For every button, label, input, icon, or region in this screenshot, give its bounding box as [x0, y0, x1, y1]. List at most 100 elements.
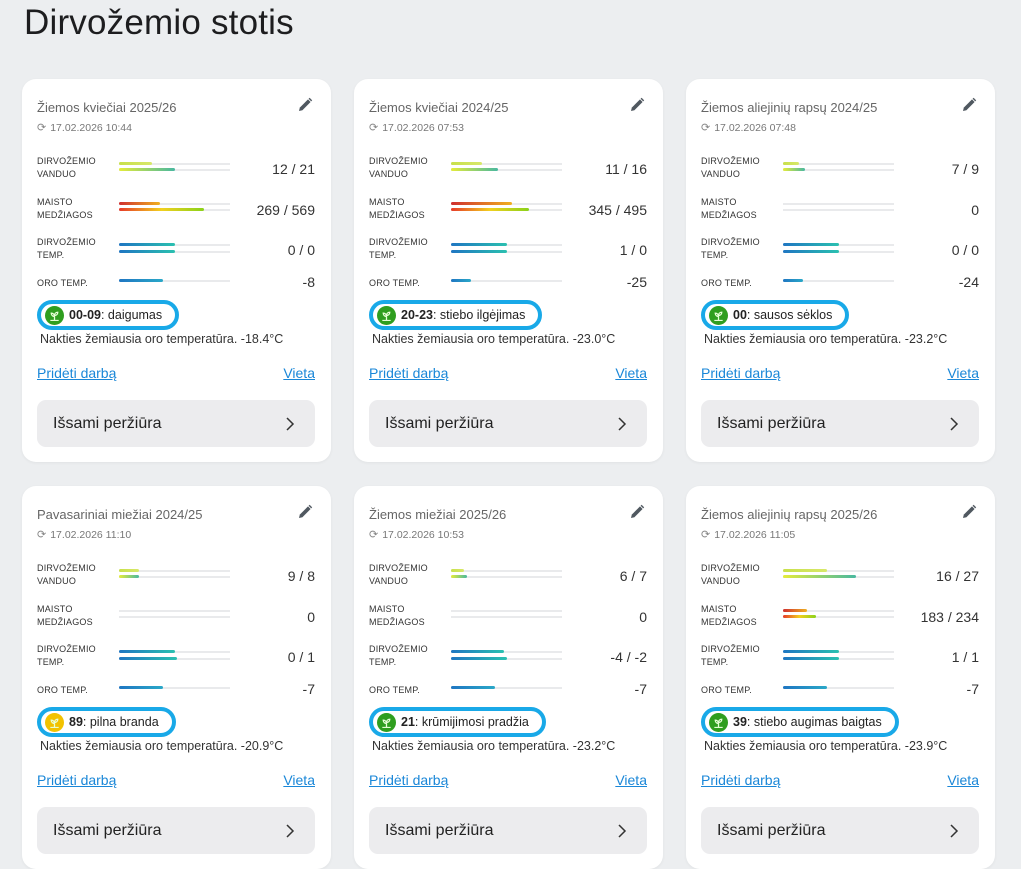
growth-stage-badge[interactable]: 00: sausos sėklos: [701, 300, 850, 330]
pencil-icon[interactable]: [961, 504, 977, 520]
bar-fill: [119, 202, 161, 205]
metric-nutrients: MAISTO MEDŽIAGOS 183 / 234: [701, 603, 979, 631]
station-card: Žiemos miežiai 2025/26 ⟳ 17.02.2026 10:5…: [354, 486, 663, 869]
bar-track: [119, 168, 230, 171]
bar-fill: [119, 243, 175, 246]
details-button-label: Išsami peržiūra: [717, 414, 826, 432]
add-work-link[interactable]: Pridėti darbą: [37, 365, 117, 381]
metric-value: 7 / 9: [951, 161, 979, 177]
bar-track: [451, 279, 562, 282]
pencil-icon[interactable]: [629, 504, 645, 520]
metric-value: 16 / 27: [936, 568, 979, 584]
details-button[interactable]: Išsami peržiūra: [369, 807, 647, 854]
sprout-icon: [45, 712, 64, 732]
metric-value: 0: [307, 609, 315, 625]
bar-track: [451, 250, 562, 253]
chevron-right-icon: [950, 823, 959, 838]
pencil-icon[interactable]: [297, 504, 313, 520]
bar-track: [783, 650, 894, 653]
last-updated: ⟳ 17.02.2026 07:48: [701, 121, 796, 135]
metric-soil-temp: DIRVOŽEMIO TEMP. 0 / 0: [37, 236, 315, 264]
add-work-link[interactable]: Pridėti darbą: [369, 772, 449, 788]
updated-time: 17.02.2026 11:10: [50, 528, 132, 541]
location-link[interactable]: Vieta: [283, 772, 315, 788]
updated-time: 17.02.2026 07:48: [714, 121, 796, 134]
refresh-icon[interactable]: ⟳: [37, 529, 47, 541]
bar-fill: [783, 279, 803, 282]
bar-track: [451, 609, 562, 612]
details-button-label: Išsami peržiūra: [717, 821, 826, 839]
metric-label: MAISTO MEDŽIAGOS: [37, 604, 93, 627]
growth-stage-badge[interactable]: 00-09: daigumas: [37, 300, 180, 330]
bar-track: [119, 686, 230, 689]
metric-value: -7: [302, 681, 315, 697]
metric-nutrients: MAISTO MEDŽIAGOS 345 / 495: [369, 196, 647, 224]
refresh-icon[interactable]: ⟳: [369, 529, 379, 541]
bar-track: [783, 569, 894, 572]
pencil-icon[interactable]: [297, 97, 313, 113]
metric-value: -8: [302, 274, 315, 290]
location-link[interactable]: Vieta: [615, 365, 647, 381]
growth-stage-badge[interactable]: 20-23: stiebo ilgėjimas: [369, 300, 543, 330]
metric-value: 1 / 0: [619, 242, 647, 258]
metric-air-temp: ORO TEMP. -25: [369, 274, 647, 305]
metric-soil-water: DIRVOŽEMIO VANDUO 16 / 27: [701, 562, 979, 590]
updated-time: 17.02.2026 07:53: [382, 121, 464, 134]
location-link[interactable]: Vieta: [947, 772, 979, 788]
bar-track: [783, 162, 894, 165]
sprout-icon: [377, 305, 396, 325]
growth-stage-badge[interactable]: 89: pilna branda: [37, 707, 176, 737]
details-button[interactable]: Išsami peržiūra: [37, 807, 315, 854]
metric-value: 0: [639, 609, 647, 625]
metric-soil-temp: DIRVOŽEMIO TEMP. 1 / 0: [369, 236, 647, 264]
stage-code: 89: [69, 715, 83, 729]
card-title: Žiemos aliejinių rapsų 2024/25: [701, 100, 878, 115]
bar-track: [119, 279, 230, 282]
details-button[interactable]: Išsami peržiūra: [37, 400, 315, 447]
metric-label: MAISTO MEDŽIAGOS: [701, 604, 757, 627]
last-updated: ⟳ 17.02.2026 07:53: [369, 121, 464, 135]
add-work-link[interactable]: Pridėti darbą: [369, 365, 449, 381]
refresh-icon[interactable]: ⟳: [701, 529, 711, 541]
pencil-icon[interactable]: [961, 97, 977, 113]
night-min-temp: Nakties žemiausia oro temperatūra. -23.9…: [704, 739, 948, 753]
location-link[interactable]: Vieta: [615, 772, 647, 788]
bar-track: [119, 575, 230, 578]
details-button[interactable]: Išsami peržiūra: [369, 400, 647, 447]
location-link[interactable]: Vieta: [283, 365, 315, 381]
metric-soil-water: DIRVOŽEMIO VANDUO 9 / 8: [37, 562, 315, 590]
station-card: Žiemos aliejinių rapsų 2024/25 ⟳ 17.02.2…: [686, 79, 995, 462]
add-work-link[interactable]: Pridėti darbą: [37, 772, 117, 788]
metric-soil-water: DIRVOŽEMIO VANDUO 6 / 7: [369, 562, 647, 590]
refresh-icon[interactable]: ⟳: [369, 122, 379, 134]
metric-soil-temp: DIRVOŽEMIO TEMP. -4 / -2: [369, 643, 647, 671]
chevron-right-icon: [618, 823, 627, 838]
details-button[interactable]: Išsami peržiūra: [701, 807, 979, 854]
bar-fill: [119, 208, 205, 211]
metric-label: MAISTO MEDŽIAGOS: [369, 604, 425, 627]
details-button[interactable]: Išsami peržiūra: [701, 400, 979, 447]
chevron-right-icon: [950, 416, 959, 431]
bar-track: [451, 615, 562, 618]
add-work-link[interactable]: Pridėti darbą: [701, 365, 781, 381]
metric-label: ORO TEMP.: [369, 278, 420, 288]
bar-track: [451, 162, 562, 165]
metric-label: ORO TEMP.: [369, 685, 420, 695]
stage-code: 00-09: [69, 308, 101, 322]
pencil-icon[interactable]: [629, 97, 645, 113]
growth-stage-badge[interactable]: 39: stiebo augimas baigtas: [701, 707, 899, 737]
location-link[interactable]: Vieta: [947, 365, 979, 381]
bar-track: [783, 615, 894, 618]
growth-stage-badge[interactable]: 21: krūmijimosi pradžia: [369, 707, 546, 737]
metric-label: DIRVOŽEMIO TEMP.: [369, 644, 428, 667]
refresh-icon[interactable]: ⟳: [37, 122, 47, 134]
night-min-temp: Nakties žemiausia oro temperatūra. -23.0…: [372, 332, 616, 346]
metric-value: -24: [958, 274, 979, 290]
refresh-icon[interactable]: ⟳: [701, 122, 711, 134]
page-title: Dirvožemio stotis: [24, 3, 294, 42]
add-work-link[interactable]: Pridėti darbą: [701, 772, 781, 788]
bar-track: [119, 162, 230, 165]
card-title: Žiemos aliejinių rapsų 2025/26: [701, 507, 878, 522]
night-min-temp: Nakties žemiausia oro temperatūra. -18.4…: [40, 332, 284, 346]
metric-soil-water: DIRVOŽEMIO VANDUO 7 / 9: [701, 155, 979, 183]
